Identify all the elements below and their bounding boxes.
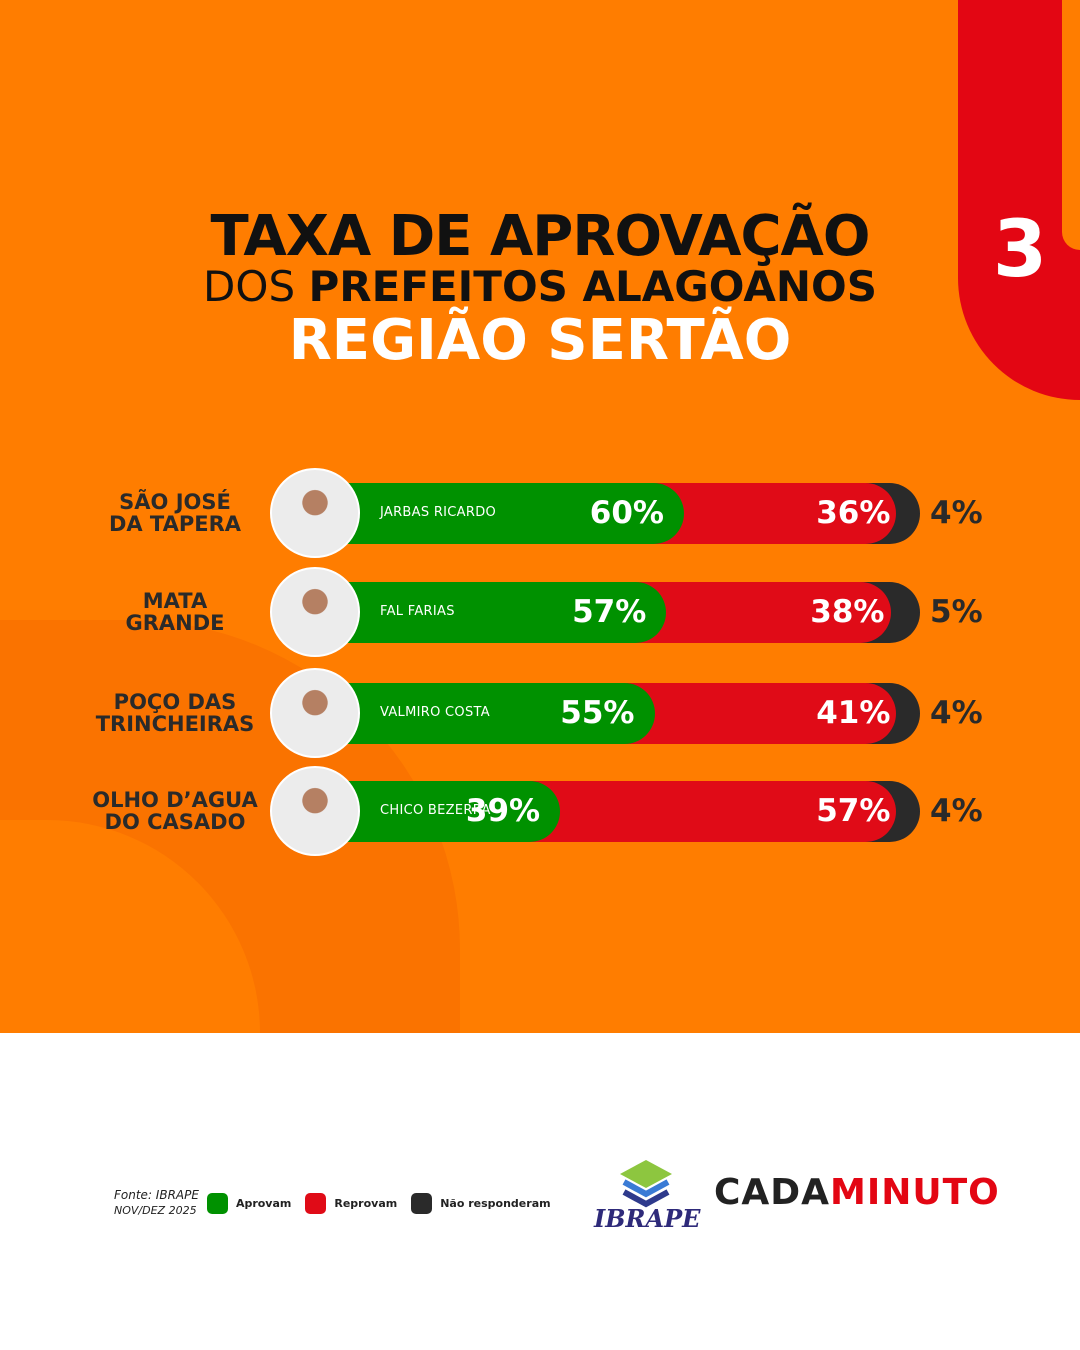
- title-bold: PREFEITOS ALAGOANOS: [308, 262, 877, 311]
- legend-disapprove: Reprovam: [334, 1196, 398, 1210]
- bar-approve: [330, 483, 684, 544]
- legend-approve: Aprovam: [235, 1196, 292, 1210]
- chart-row: OLHO D’AGUA DO CASADO CHICO BEZERRA 39% 5…: [0, 761, 1080, 861]
- bar-no-answer: [330, 483, 920, 544]
- title-line-1: TAXA DE APROVAÇÃO: [210, 204, 871, 269]
- approve-value: 39%: [465, 793, 541, 829]
- mayor-name: JARBAS RICARDO: [380, 505, 497, 520]
- approve-value: 57%: [572, 594, 647, 630]
- legend-no-answer: Não responderam: [440, 1196, 551, 1210]
- city-line: MATA: [142, 589, 208, 613]
- bar-no-answer: [330, 781, 920, 842]
- mayor-photo: [270, 567, 360, 657]
- bar-approve: [330, 683, 655, 744]
- source: Fonte: IBRAPE NOV/DEZ 2025: [114, 1188, 199, 1218]
- no-answer-value: 4%: [930, 793, 983, 829]
- disapprove-value: 36%: [816, 495, 891, 531]
- no-answer-value: 5%: [930, 594, 983, 630]
- infographic-background: 3 TAXA DE APROVAÇÃO DOS PREFEITOS ALAGOA…: [0, 0, 1080, 1033]
- city-line: GRANDE: [125, 611, 225, 635]
- decorative-red-shape-cutout: [1062, 0, 1080, 250]
- legend: Fonte: IBRAPE NOV/DEZ 2025 Aprovam Reprov…: [114, 1188, 557, 1218]
- city-label: MATA GRANDE: [80, 590, 270, 634]
- disapprove-value: 41%: [816, 695, 891, 731]
- chart-row: POÇO DAS TRINCHEIRAS VALMIRO COSTA 55% 41…: [0, 663, 1080, 763]
- mayor-photo: [270, 766, 360, 856]
- title-line-2: DOS PREFEITOS ALAGOANOS: [0, 262, 1080, 311]
- legend-swatch-no-answer: [411, 1192, 433, 1214]
- city-label: SÃO JOSÉ DA TAPERA: [80, 491, 270, 535]
- source-date: NOV/DEZ 2025: [114, 1204, 197, 1217]
- ibrape-logo-icon: [620, 1160, 672, 1208]
- title-region: REGIÃO SERTÃO: [288, 308, 792, 373]
- logo-part-cada: CADA: [714, 1172, 831, 1213]
- city-label: OLHO D’AGUA DO CASADO: [80, 789, 270, 833]
- title-light: DOS: [203, 262, 309, 311]
- chart-row: SÃO JOSÉ DA TAPERA JARBAS RICARDO 60% 36%…: [0, 463, 1080, 563]
- bar-no-answer: [330, 683, 920, 744]
- source-text: Fonte: IBRAPE: [114, 1188, 199, 1202]
- mayor-name: FAL FARIAS: [380, 604, 455, 619]
- ibrape-logo-text: IBRAPE: [594, 1204, 701, 1233]
- logo-part-minuto: MINUTO: [830, 1172, 1000, 1213]
- city-line: DA TAPERA: [108, 512, 242, 536]
- page-number: 3: [992, 205, 1048, 295]
- city-label: POÇO DAS TRINCHEIRAS: [80, 691, 270, 735]
- mayor-name: VALMIRO COSTA: [380, 705, 490, 720]
- no-answer-value: 4%: [930, 495, 983, 531]
- city-line: OLHO D’AGUA: [92, 788, 258, 812]
- mayor-photo: [270, 668, 360, 758]
- bar-approve: [330, 781, 561, 842]
- disapprove-value: 57%: [816, 793, 891, 829]
- city-line: SÃO JOSÉ: [119, 490, 231, 514]
- legend-swatch-disapprove: [305, 1192, 327, 1214]
- city-line: TRINCHEIRAS: [95, 712, 255, 736]
- bar-approve: [330, 582, 667, 643]
- approve-value: 55%: [560, 695, 635, 731]
- city-line: DO CASADO: [104, 810, 246, 834]
- chart-row: MATA GRANDE FAL FARIAS 57% 38% 5%: [0, 562, 1080, 662]
- mayor-photo: [270, 468, 360, 558]
- decorative-red-shape: [958, 0, 1080, 400]
- legend-swatch-approve: [206, 1192, 228, 1214]
- bar-no-answer: [330, 582, 920, 643]
- disapprove-value: 38%: [810, 594, 885, 630]
- cadaminuto-logo: CADAMINUTO: [714, 1172, 1000, 1213]
- approve-value: 60%: [589, 495, 664, 531]
- mayor-name: CHICO BEZERRA: [380, 803, 491, 818]
- no-answer-value: 4%: [930, 695, 983, 731]
- city-line: POÇO DAS: [113, 690, 237, 714]
